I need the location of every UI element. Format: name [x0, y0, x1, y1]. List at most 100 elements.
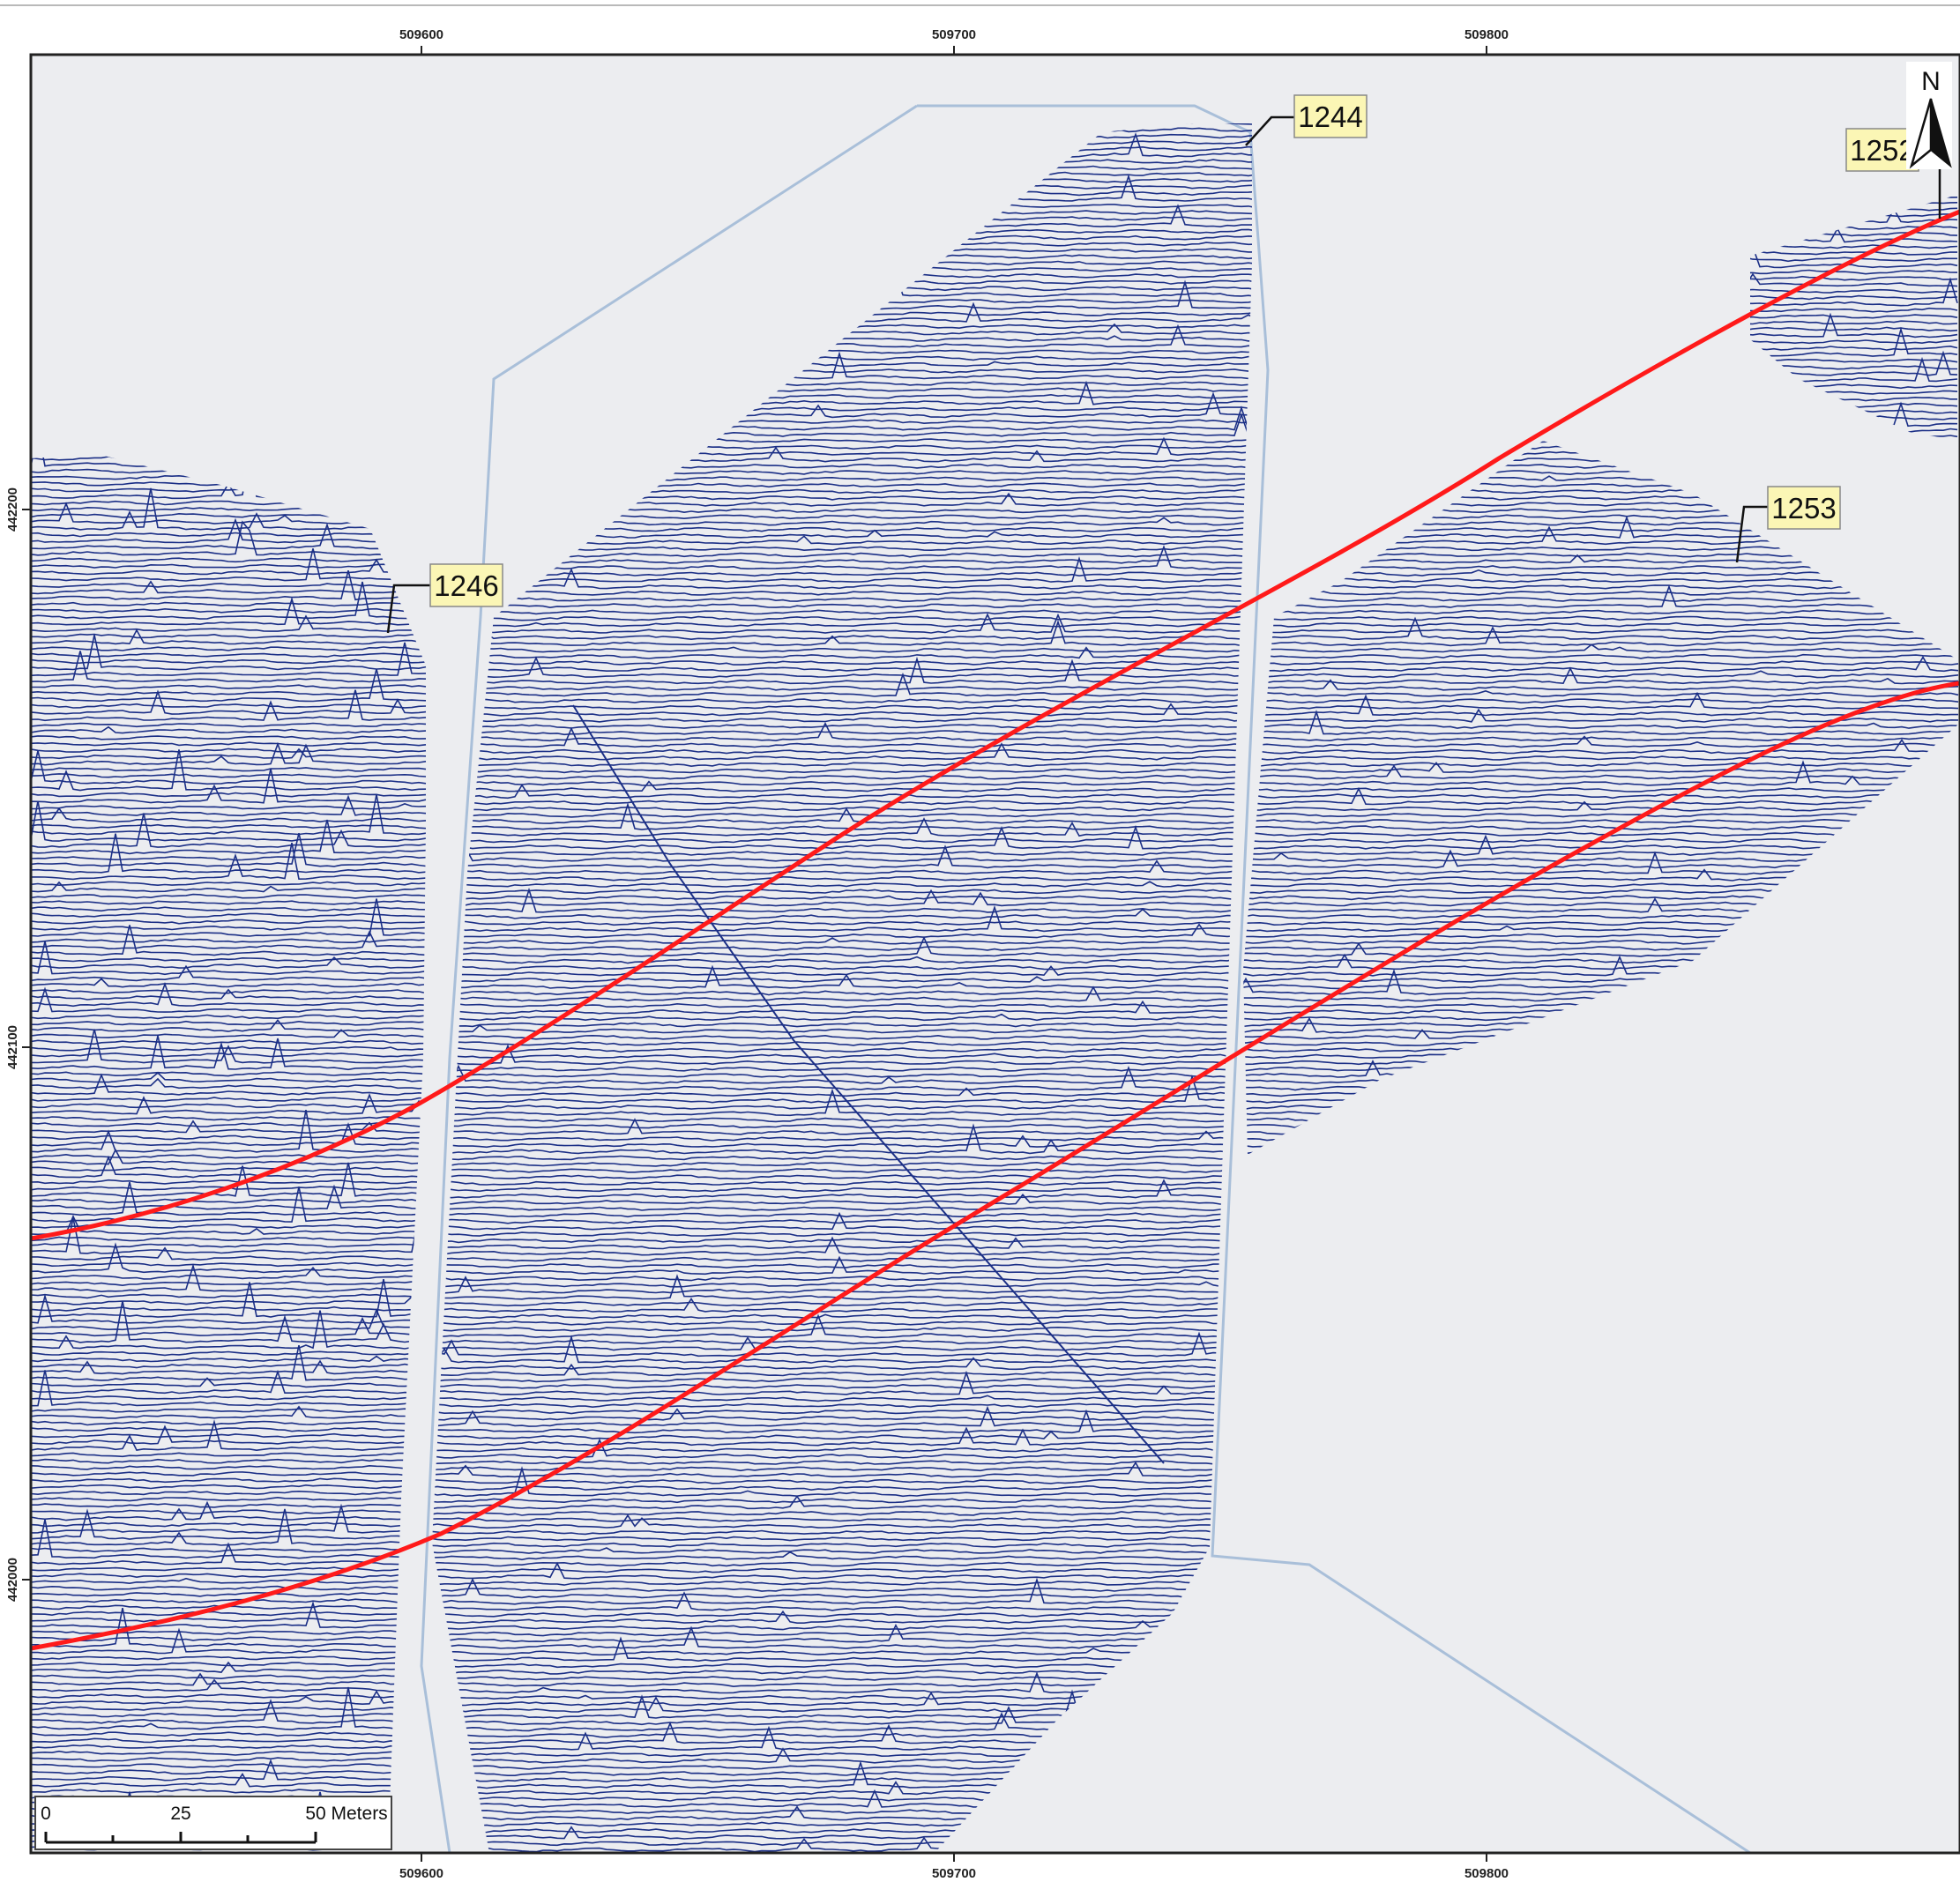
callout-1244: 1244 — [1245, 94, 1368, 146]
survey-trace — [31, 1607, 427, 1648]
survey-trace — [432, 1514, 1252, 1529]
survey-trace — [432, 1155, 1252, 1161]
survey-trace — [432, 768, 1252, 774]
survey-trace — [432, 1180, 1252, 1186]
survey-trace — [432, 1409, 1252, 1434]
survey-trace — [432, 1447, 1252, 1453]
survey-trace — [31, 1120, 427, 1134]
survey-trace — [31, 635, 427, 671]
survey-trace — [432, 1383, 1252, 1389]
survey-trace — [1243, 679, 1959, 691]
survey-trace — [31, 646, 427, 651]
survey-trace — [31, 689, 427, 722]
survey-trace — [432, 1236, 1252, 1256]
survey-trace — [31, 1109, 427, 1153]
survey-trace — [31, 748, 427, 754]
survey-trace — [31, 1293, 427, 1299]
survey-trace — [31, 725, 427, 734]
survey-trace — [432, 1088, 1252, 1117]
survey-trace — [1243, 694, 1958, 717]
survey-grid-1246 — [31, 454, 427, 1851]
survey-trace — [31, 1484, 427, 1490]
survey-trace — [31, 819, 427, 855]
survey-trace — [432, 1567, 1252, 1573]
survey-trace — [1750, 339, 1958, 345]
survey-trace — [31, 1052, 427, 1058]
survey-trace — [432, 1041, 1252, 1046]
scale-bar-label: 50 Meters — [305, 1804, 387, 1824]
survey-trace — [432, 1130, 1252, 1142]
survey-trace — [432, 748, 1252, 755]
survey-trace — [31, 517, 427, 544]
survey-trace — [432, 1625, 1252, 1649]
survey-trace — [1243, 764, 1959, 780]
survey-trace — [432, 1024, 1252, 1034]
callout-label: 1246 — [434, 569, 498, 602]
survey-trace — [432, 1370, 1252, 1395]
survey-trace — [31, 768, 427, 804]
survey-trace — [432, 1561, 1252, 1580]
survey-trace — [432, 1105, 1252, 1111]
survey-trace — [432, 613, 1252, 634]
survey-trace — [31, 1316, 427, 1337]
survey-trace — [432, 1363, 1252, 1377]
callout-1253: 1253 — [1735, 486, 1841, 563]
survey-trace — [31, 1693, 427, 1699]
survey-trace — [31, 1519, 427, 1559]
survey-trace — [31, 614, 427, 633]
survey-trace — [432, 1547, 1252, 1554]
survey-trace — [432, 1561, 1252, 1567]
survey-trace — [432, 1631, 1252, 1637]
survey-trace — [432, 1591, 1252, 1611]
survey-trace — [432, 666, 1252, 673]
survey-trace — [31, 1661, 427, 1674]
survey-trace — [31, 941, 427, 976]
survey-trace — [31, 1712, 427, 1718]
survey-trace — [31, 1737, 427, 1744]
survey-trace — [1243, 818, 1958, 824]
survey-trace — [31, 843, 427, 881]
survey-trace — [432, 965, 1252, 977]
survey-trace — [31, 1686, 427, 1731]
survey-trace — [31, 1585, 427, 1591]
survey-trace — [1243, 800, 1959, 812]
survey-trace — [31, 1636, 427, 1642]
survey-trace — [432, 1402, 1252, 1409]
survey-trace — [1750, 314, 1958, 319]
survey-trace — [31, 881, 427, 893]
survey-trace — [31, 520, 427, 556]
survey-trace — [432, 558, 1252, 564]
survey-trace — [432, 1536, 1252, 1542]
survey-trace — [31, 1155, 427, 1179]
survey-trace — [1243, 710, 1959, 736]
survey-trace — [31, 1216, 427, 1254]
survey-trace — [31, 1750, 427, 1756]
route-line-south — [31, 681, 1960, 1651]
survey-trace — [31, 1731, 427, 1737]
survey-trace — [432, 1408, 1252, 1421]
survey-trace — [31, 1763, 427, 1768]
survey-trace — [31, 1263, 427, 1293]
survey-trace — [432, 881, 1252, 888]
survey-trace — [31, 881, 427, 887]
survey-trace — [31, 1045, 427, 1052]
survey-trace — [31, 900, 427, 905]
survey-trace — [31, 1281, 427, 1287]
survey-trace — [31, 1477, 427, 1484]
survey-trace — [432, 1529, 1252, 1536]
survey-trace — [31, 1419, 427, 1452]
survey-trace — [432, 556, 1252, 584]
survey-trace — [432, 1134, 1252, 1149]
survey-trace — [432, 895, 1252, 901]
survey-trace — [432, 1231, 1252, 1237]
survey-trace — [31, 794, 427, 836]
survey-trace — [432, 1206, 1252, 1212]
survey-trace — [31, 906, 427, 912]
survey-trace — [1243, 666, 1959, 685]
survey-trace — [1750, 312, 1958, 338]
survey-trace — [432, 1000, 1252, 1015]
survey-trace — [432, 1648, 1252, 1656]
survey-trace — [31, 668, 427, 703]
survey-trace — [432, 1326, 1252, 1332]
y-tick-label: 442000 — [5, 1558, 20, 1602]
